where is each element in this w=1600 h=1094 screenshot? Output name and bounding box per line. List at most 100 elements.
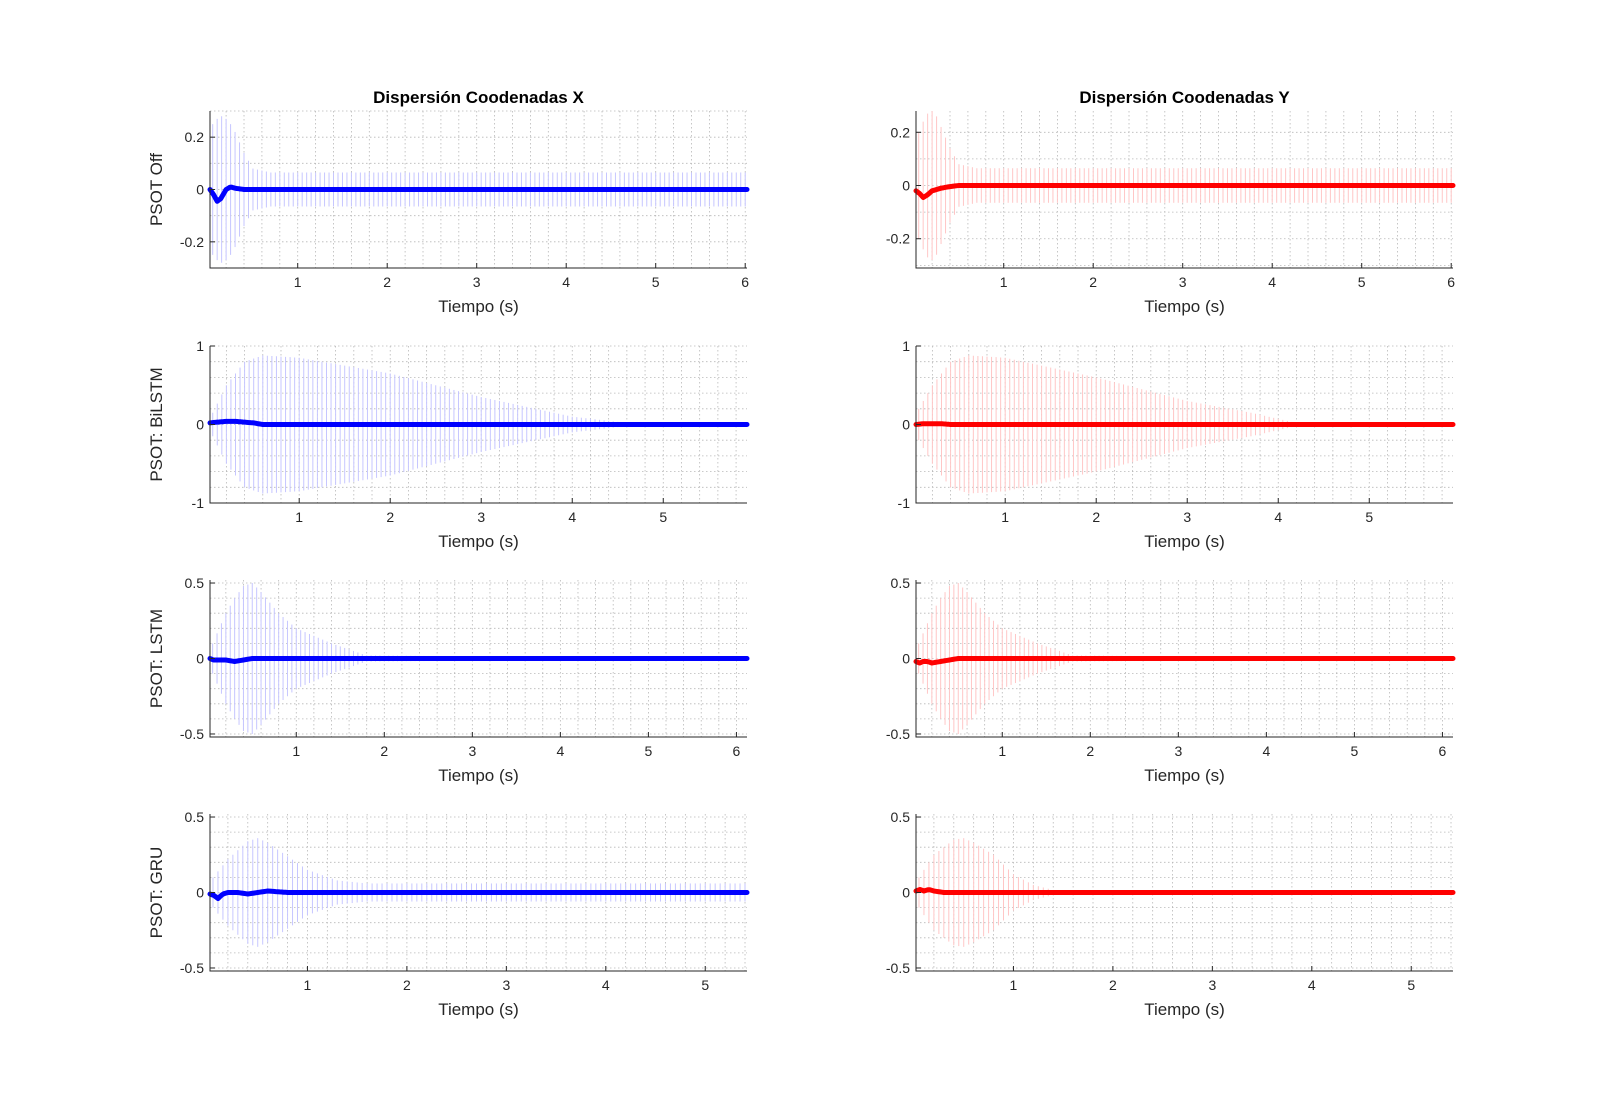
x-tick-label: 4 bbox=[556, 743, 564, 759]
x-tick-label: 6 bbox=[733, 743, 741, 759]
y-axis-label: PSOT Off bbox=[147, 153, 166, 226]
x-tick-label: 1 bbox=[998, 743, 1006, 759]
x-tick-label: 4 bbox=[1268, 274, 1276, 290]
y-tick-label: 0.5 bbox=[185, 575, 205, 591]
mean-line bbox=[913, 656, 1456, 666]
y-tick-label: -1 bbox=[192, 495, 205, 511]
axis-frame bbox=[915, 111, 1453, 269]
x-tick-label: 3 bbox=[1174, 743, 1182, 759]
subplot-title: Dispersión Coodenadas X bbox=[373, 88, 584, 107]
y-tick-label: 0 bbox=[902, 651, 910, 667]
x-tick-label: 2 bbox=[1089, 274, 1097, 290]
y-tick-label: -1 bbox=[898, 495, 911, 511]
x-tick-label: 5 bbox=[1351, 743, 1359, 759]
x-tick-label: 4 bbox=[1274, 509, 1282, 525]
subplot-4: 1 2 3 4 5 -1 0 1 Tiempo (s) bbox=[898, 338, 1456, 551]
x-tick-label: 2 bbox=[383, 274, 391, 290]
x-tick-label: 4 bbox=[1262, 743, 1270, 759]
y-tick-label: 0 bbox=[196, 651, 204, 667]
y-tick-label: 1 bbox=[196, 338, 204, 354]
x-tick-label: 5 bbox=[645, 743, 653, 759]
x-axis-label: Tiempo (s) bbox=[1144, 297, 1225, 316]
x-tick-label: 5 bbox=[652, 274, 660, 290]
x-tick-label: 1 bbox=[1001, 509, 1009, 525]
x-tick-label: 3 bbox=[468, 743, 476, 759]
y-tick-label: 0 bbox=[196, 417, 204, 433]
x-tick-label: 6 bbox=[741, 274, 749, 290]
x-tick-label: 5 bbox=[1358, 274, 1366, 290]
y-tick-label: 0.2 bbox=[185, 129, 205, 145]
mean-line bbox=[207, 418, 750, 427]
x-tick-label: 1 bbox=[294, 274, 302, 290]
axis-frame bbox=[915, 580, 1453, 738]
x-tick-label: 1 bbox=[292, 743, 300, 759]
x-tick-label: 4 bbox=[568, 509, 576, 525]
x-tick-label: 4 bbox=[1308, 977, 1316, 993]
x-tick-label: 5 bbox=[701, 977, 709, 993]
subplot-2: 1 2 3 4 5 6 -0.2 0 0.2 Tiempo (s) Dispersión Coode… bbox=[886, 88, 1456, 316]
y-tick-label: 0 bbox=[902, 417, 910, 433]
y-tick-label: -0.2 bbox=[886, 231, 910, 247]
y-tick-label: 0 bbox=[196, 885, 204, 901]
y-axis-label: PSOT: LSTM bbox=[147, 609, 166, 708]
x-tick-label: 3 bbox=[477, 509, 485, 525]
x-tick-label: 2 bbox=[403, 977, 411, 993]
x-tick-label: 3 bbox=[1183, 509, 1191, 525]
subplot-5: 1 2 3 4 5 6 -0.5 0 0.5 Tiempo (s) PSOT: LSTM bbox=[147, 575, 750, 785]
x-tick-label: 1 bbox=[304, 977, 312, 993]
subplot-1: 1 2 3 4 5 6 -0.2 0 0.2 Tiempo (s) PSOT Off Dispersi… bbox=[147, 88, 750, 316]
y-axis-label: PSOT: BiLSTM bbox=[147, 367, 166, 481]
x-tick-label: 2 bbox=[1086, 743, 1094, 759]
y-tick-label: 1 bbox=[902, 338, 910, 354]
x-tick-label: 3 bbox=[1179, 274, 1187, 290]
x-tick-label: 2 bbox=[380, 743, 388, 759]
mean-line bbox=[913, 183, 1456, 200]
x-tick-label: 5 bbox=[659, 509, 667, 525]
y-tick-label: 0.5 bbox=[891, 575, 911, 591]
x-tick-label: 3 bbox=[473, 274, 481, 290]
y-tick-label: -0.5 bbox=[886, 726, 910, 742]
mean-line bbox=[207, 888, 750, 901]
x-axis-label: Tiempo (s) bbox=[1144, 532, 1225, 551]
y-tick-label: -0.2 bbox=[180, 234, 204, 250]
x-tick-label: 2 bbox=[1109, 977, 1117, 993]
x-tick-label: 4 bbox=[602, 977, 610, 993]
mean-line bbox=[913, 887, 1456, 895]
subplot-6: 1 2 3 4 5 6 -0.5 0 0.5 Tiempo (s) bbox=[886, 575, 1456, 785]
y-tick-label: 0 bbox=[196, 182, 204, 198]
x-tick-label: 1 bbox=[1000, 274, 1008, 290]
y-axis-label: PSOT: GRU bbox=[147, 847, 166, 939]
x-tick-label: 1 bbox=[295, 509, 303, 525]
y-tick-label: 0 bbox=[902, 885, 910, 901]
subplot-7: 1 2 3 4 5 -0.5 0 0.5 Tiempo (s) PSOT: GRU bbox=[147, 809, 750, 1019]
subplot-8: 1 2 3 4 5 -0.5 0 0.5 Tiempo (s) bbox=[886, 809, 1456, 1019]
subplot-title: Dispersión Coodenadas Y bbox=[1079, 88, 1290, 107]
x-axis-label: Tiempo (s) bbox=[438, 532, 519, 551]
x-axis-label: Tiempo (s) bbox=[1144, 1000, 1225, 1019]
x-tick-label: 5 bbox=[1365, 509, 1373, 525]
axis-frame bbox=[209, 814, 747, 972]
y-tick-label: -0.5 bbox=[180, 726, 204, 742]
mean-line bbox=[207, 184, 750, 204]
x-axis-label: Tiempo (s) bbox=[438, 766, 519, 785]
axis-frame bbox=[209, 111, 747, 269]
x-tick-label: 4 bbox=[562, 274, 570, 290]
y-tick-label: 0 bbox=[902, 178, 910, 194]
x-tick-label: 3 bbox=[1208, 977, 1216, 993]
subplot-3: 1 2 3 4 5 -1 0 1 Tiempo (s) PSOT: BiLSTM bbox=[147, 338, 750, 551]
axis-frame bbox=[209, 580, 747, 738]
y-tick-label: 0.2 bbox=[891, 124, 911, 140]
x-axis-label: Tiempo (s) bbox=[438, 297, 519, 316]
x-tick-label: 1 bbox=[1010, 977, 1018, 993]
mean-line bbox=[207, 656, 750, 664]
x-axis-label: Tiempo (s) bbox=[438, 1000, 519, 1019]
mean-line bbox=[913, 421, 1456, 427]
x-tick-label: 2 bbox=[1092, 509, 1100, 525]
x-tick-label: 6 bbox=[1447, 274, 1455, 290]
y-tick-label: -0.5 bbox=[886, 960, 910, 976]
x-tick-label: 3 bbox=[502, 977, 510, 993]
y-tick-label: 0.5 bbox=[891, 809, 911, 825]
x-tick-label: 5 bbox=[1407, 977, 1415, 993]
y-tick-label: 0.5 bbox=[185, 809, 205, 825]
